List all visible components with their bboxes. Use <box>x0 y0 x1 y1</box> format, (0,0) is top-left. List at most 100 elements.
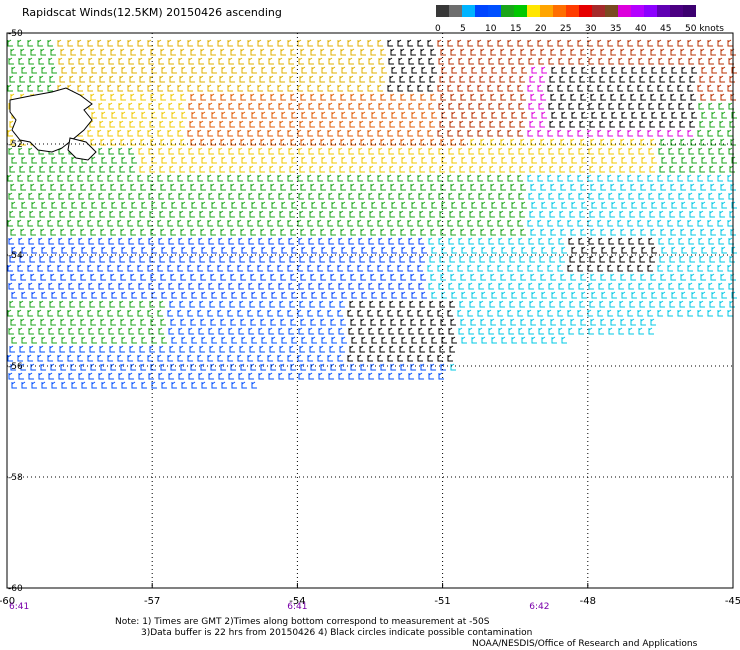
wind-barb <box>599 75 605 83</box>
wind-barb <box>171 381 177 389</box>
wind-barb <box>98 372 104 380</box>
wind-barb <box>480 138 486 146</box>
wind-barb <box>351 291 357 299</box>
wind-barb <box>359 300 365 308</box>
wind-barb <box>220 363 226 371</box>
wind-barb <box>607 129 613 137</box>
wind-barb <box>540 183 546 191</box>
wind-barb <box>260 183 266 191</box>
wind-barb <box>591 291 597 299</box>
wind-barb <box>697 129 703 137</box>
wind-barb <box>141 381 147 389</box>
wind-barb <box>350 318 356 326</box>
wind-barb <box>409 255 415 263</box>
wind-barb <box>399 210 405 218</box>
wind-barb <box>298 372 304 380</box>
wind-barb <box>360 48 366 56</box>
wind-barb <box>139 345 145 353</box>
wind-barb <box>51 291 57 299</box>
wind-barb <box>627 84 633 92</box>
wind-barb <box>121 381 127 389</box>
wind-barb <box>140 138 146 146</box>
wind-barb <box>661 246 667 254</box>
wind-barb <box>160 48 166 56</box>
wind-barb <box>78 327 84 335</box>
wind-barb <box>389 210 395 218</box>
wind-barb <box>347 39 353 47</box>
wind-barb <box>518 237 524 245</box>
wind-barb <box>37 219 43 227</box>
wind-barb <box>197 129 203 137</box>
wind-barb <box>398 237 404 245</box>
wind-barb <box>521 291 527 299</box>
wind-barb <box>657 309 663 317</box>
wind-barb <box>329 75 335 83</box>
wind-barb <box>29 165 35 173</box>
wind-barb <box>319 300 325 308</box>
wind-barb <box>7 39 13 47</box>
wind-barb <box>491 291 497 299</box>
wind-barb <box>531 246 537 254</box>
wind-barb <box>57 174 63 182</box>
wind-barb <box>181 201 187 209</box>
wind-barb <box>408 282 414 290</box>
wind-barb <box>617 264 623 272</box>
wind-barb <box>151 201 157 209</box>
wind-barb <box>397 219 403 227</box>
wind-barb <box>210 183 216 191</box>
wind-barb <box>78 192 84 200</box>
wind-barb <box>219 345 225 353</box>
wind-barb <box>211 111 217 119</box>
wind-barb <box>88 327 94 335</box>
wind-barb <box>537 129 543 137</box>
wind-barb <box>697 219 703 227</box>
wind-barb <box>137 84 143 92</box>
wind-barb <box>728 192 734 200</box>
wind-barb <box>77 354 83 362</box>
wind-barb <box>661 111 667 119</box>
wind-barb <box>519 210 525 218</box>
wind-barb <box>29 75 35 83</box>
wind-barb <box>561 66 567 74</box>
wind-barb <box>77 309 83 317</box>
y-tick-label: -58 <box>8 473 23 483</box>
wind-barb <box>609 75 615 83</box>
wind-barb <box>280 228 286 236</box>
wind-barb <box>11 246 17 254</box>
wind-barb <box>78 57 84 65</box>
wind-barb <box>481 201 487 209</box>
wind-barb <box>550 228 556 236</box>
wind-barb <box>120 138 126 146</box>
wind-barb <box>337 84 343 92</box>
wind-barb <box>648 147 654 155</box>
wind-barb <box>198 372 204 380</box>
wind-barb <box>538 192 544 200</box>
wind-barb <box>338 57 344 65</box>
wind-barb <box>300 363 306 371</box>
wind-barb <box>131 156 137 164</box>
wind-barb <box>329 120 335 128</box>
wind-barb <box>240 183 246 191</box>
wind-barb <box>511 156 517 164</box>
wind-barb <box>137 309 143 317</box>
wind-barb <box>420 138 426 146</box>
wind-barb <box>418 327 424 335</box>
colorbar-label: 15 <box>510 24 522 34</box>
wind-barb <box>538 147 544 155</box>
wind-barb <box>251 246 257 254</box>
wind-barb <box>710 228 716 236</box>
wind-barb <box>309 345 315 353</box>
wind-barb <box>457 39 463 47</box>
wind-barb <box>537 309 543 317</box>
wind-barb <box>387 264 393 272</box>
wind-barb <box>170 183 176 191</box>
wind-barb <box>308 102 314 110</box>
wind-barb <box>317 174 323 182</box>
wind-barb <box>708 282 714 290</box>
wind-barb <box>148 372 154 380</box>
wind-barb <box>368 327 374 335</box>
wind-barb <box>450 273 456 281</box>
wind-barb <box>218 282 224 290</box>
wind-barb <box>450 48 456 56</box>
wind-barb <box>660 48 666 56</box>
